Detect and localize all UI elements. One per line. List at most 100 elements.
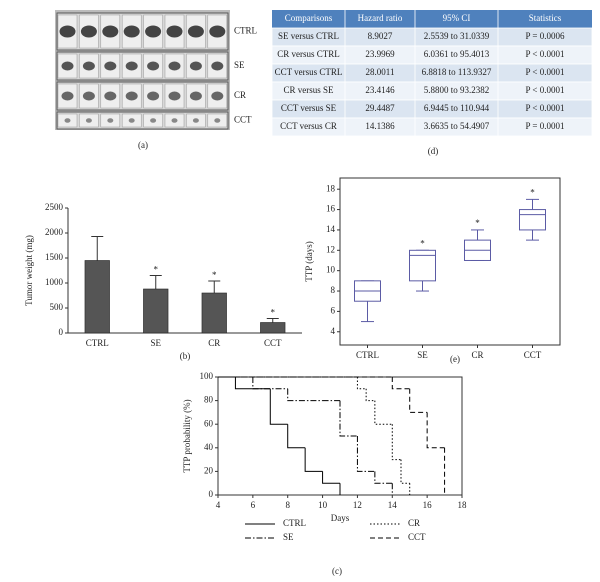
panel-caption: (d) (428, 146, 439, 156)
survival-step (426, 412, 445, 449)
tumor (150, 118, 157, 123)
significance: * (154, 265, 159, 275)
y-tick-label: 6 (331, 305, 336, 315)
tumor (64, 118, 71, 123)
table-cell: P < 0.0001 (526, 85, 565, 95)
tumor (59, 25, 76, 38)
table-cell: 23.4146 (365, 85, 395, 95)
plot-frame (339, 177, 561, 346)
tumor (82, 61, 95, 71)
bar (260, 322, 286, 334)
survival-step (287, 424, 306, 449)
row-label: CTRL (234, 26, 257, 36)
panel-caption: (b) (180, 351, 191, 361)
y-tick-label: 10 (326, 265, 336, 275)
photo-strip (56, 111, 229, 130)
tumor (125, 91, 138, 101)
row-label: CR (234, 90, 246, 100)
x-axis-label: Days (331, 513, 350, 523)
survival-step (365, 388, 375, 402)
x-tick-label: CTRL (356, 350, 379, 360)
y-tick-label: 2500 (45, 202, 64, 212)
survival-step (374, 471, 393, 484)
tumor (214, 118, 221, 123)
panel-caption: (c) (332, 566, 342, 576)
table-cell: 2.5539 to 31.0339 (424, 31, 490, 41)
table-cell: P < 0.0001 (526, 49, 565, 59)
table-header: Comparisons (285, 13, 333, 23)
survival-step (400, 459, 410, 484)
y-tick-label: 8 (331, 285, 336, 295)
x-tick-label: 12 (353, 500, 362, 510)
tumor (80, 25, 97, 38)
tumor (82, 91, 95, 101)
legend-label: CCT (408, 532, 426, 542)
table-header-bg (272, 10, 592, 28)
panel-caption: (e) (450, 354, 460, 364)
significance: * (475, 218, 480, 228)
tumor (85, 118, 92, 123)
tumor (168, 61, 181, 71)
y-tick-label: 0 (59, 327, 64, 337)
table-cell: 3.6635 to 54.4907 (424, 121, 490, 131)
survival-step (356, 377, 367, 390)
tumor (147, 61, 160, 71)
table-cell: P < 0.0001 (526, 103, 565, 113)
table-cell: CR versus SE (283, 85, 334, 95)
table-cell: P = 0.0006 (526, 31, 565, 41)
tumor (192, 118, 199, 123)
tumor (166, 25, 183, 38)
y-tick-label: 2000 (45, 227, 64, 237)
bar (143, 288, 169, 334)
y-tick-label: 1500 (45, 252, 64, 262)
survival-step (304, 447, 323, 472)
significance: * (271, 308, 276, 318)
y-tick-label: 14 (326, 224, 336, 234)
y-tick-label: 12 (326, 244, 335, 254)
tumor (189, 61, 202, 71)
table-cell: 23.9969 (365, 49, 395, 59)
table-cell: 29.4487 (365, 103, 395, 113)
tumor (211, 91, 224, 101)
tumor (104, 61, 117, 71)
row-label: SE (234, 60, 245, 70)
survival-step (287, 388, 323, 402)
x-tick-label: 4 (216, 500, 221, 510)
significance: * (530, 187, 535, 197)
table-cell: 5.8800 to 93.2382 (424, 85, 490, 95)
tumor (147, 91, 160, 101)
table-cell: 6.8818 to 113.9327 (422, 67, 492, 77)
y-axis-label: TTP probability (%) (182, 399, 192, 472)
y-axis-label: Tumor weight (mg) (24, 235, 34, 306)
tumor (107, 118, 114, 123)
x-tick-label: 16 (423, 500, 433, 510)
table-cell: 8.9027 (368, 31, 393, 41)
tumor (123, 25, 140, 38)
survival-step (252, 377, 288, 390)
y-tick-label: 20 (204, 465, 214, 475)
table-header: Statistics (529, 13, 562, 23)
table-header: 95% CI (443, 13, 471, 23)
table-cell: 6.9445 to 110.944 (424, 103, 490, 113)
tumor (211, 61, 224, 71)
table-header: Hazard ratio (358, 13, 403, 23)
tumor (61, 91, 74, 101)
y-tick-label: 18 (326, 183, 336, 193)
y-axis-label: TTP (days) (304, 241, 314, 281)
survival-step (322, 471, 340, 484)
x-tick-label: SE (150, 338, 161, 348)
tumor (168, 91, 181, 101)
x-tick-label: 10 (318, 500, 328, 510)
legend-label: SE (283, 532, 294, 542)
legend-label: CTRL (283, 518, 306, 528)
survival-step (374, 400, 393, 425)
tumor (102, 25, 119, 38)
tumor (61, 61, 74, 71)
y-tick-label: 80 (204, 395, 214, 405)
y-tick-label: 40 (204, 442, 214, 452)
survival-step (234, 377, 271, 390)
x-tick-label: CCT (264, 338, 282, 348)
table-cell: P < 0.0001 (526, 67, 565, 77)
table-cell: 6.0361 to 95.4013 (424, 49, 490, 59)
